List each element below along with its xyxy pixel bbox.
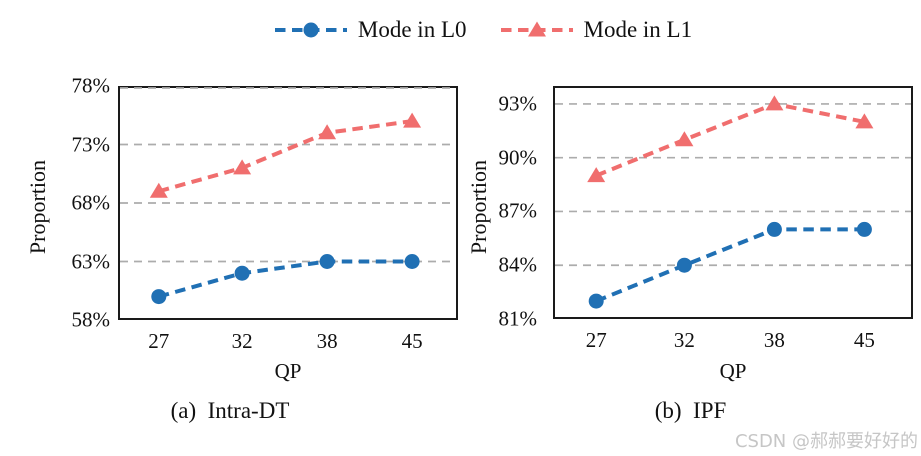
data-point-marker (403, 112, 422, 128)
data-point-marker (319, 254, 335, 269)
data-point-marker (404, 254, 420, 269)
y-tick-label: 58% (71, 307, 111, 332)
y-tick-label: 68% (71, 190, 111, 215)
data-point-marker (675, 131, 694, 147)
x-tick-label: 38 (763, 328, 785, 352)
legend-line-sample-l1 (500, 21, 573, 36)
data-point-marker (151, 289, 167, 305)
plot-border (553, 86, 913, 319)
data-point-marker (856, 221, 872, 237)
x-tick-label: 45 (401, 329, 423, 353)
caption-intra-dt: (a) Intra-DT (170, 398, 290, 423)
series-line (595, 227, 865, 303)
x-tick-label: 32 (231, 329, 253, 353)
y-tick-label: 73% (71, 132, 111, 156)
y-tick-label: 81% (498, 306, 538, 331)
y-tick-label: 90% (498, 145, 538, 170)
watermark: CSDN @郝郝要好好的 (734, 431, 918, 452)
y-tick-label: 63% (71, 249, 111, 273)
data-point-marker (676, 257, 692, 273)
data-point-marker (527, 21, 546, 36)
y-tick-label: 93% (498, 91, 538, 116)
series-line (158, 259, 413, 299)
y-tick-label: 84% (498, 252, 538, 277)
series-line (158, 119, 413, 194)
plot-border (118, 86, 458, 320)
legend-item-mode-l0: Mode in L0 (273, 18, 467, 41)
data-point-marker (855, 113, 874, 129)
y-tick-label: 87% (498, 198, 538, 223)
data-point-marker (588, 293, 604, 309)
legend-item-mode-l1: Mode in L1 (499, 17, 693, 42)
data-point-marker (234, 265, 250, 281)
data-point-marker (766, 221, 782, 237)
data-point-marker (587, 167, 606, 183)
data-point-marker (303, 22, 319, 37)
caption-ipf: (b) IPF (654, 398, 727, 423)
x-axis-label-left: QP (274, 359, 302, 383)
x-tick-label: 32 (673, 328, 695, 352)
y-tick-label: 78% (71, 73, 111, 98)
plot-area-intra-dt (118, 86, 458, 320)
series-line (595, 101, 865, 178)
data-point-marker (318, 124, 337, 140)
x-tick-label: 27 (148, 329, 170, 353)
legend: Mode in L0 Mode in L1 (0, 18, 921, 41)
data-point-marker (149, 182, 168, 198)
x-tick-label: 38 (316, 329, 338, 353)
x-tick-label: 27 (585, 328, 607, 352)
legend-label-l1: Mode in L1 (583, 17, 693, 42)
data-point-marker (765, 95, 784, 111)
plot-area-ipf (553, 86, 913, 319)
legend-label-l0: Mode in L0 (357, 17, 467, 42)
legend-line-sample-l0 (274, 22, 347, 37)
x-tick-label: 45 (853, 328, 875, 352)
data-point-marker (233, 159, 252, 175)
x-axis-label-right: QP (719, 359, 747, 383)
